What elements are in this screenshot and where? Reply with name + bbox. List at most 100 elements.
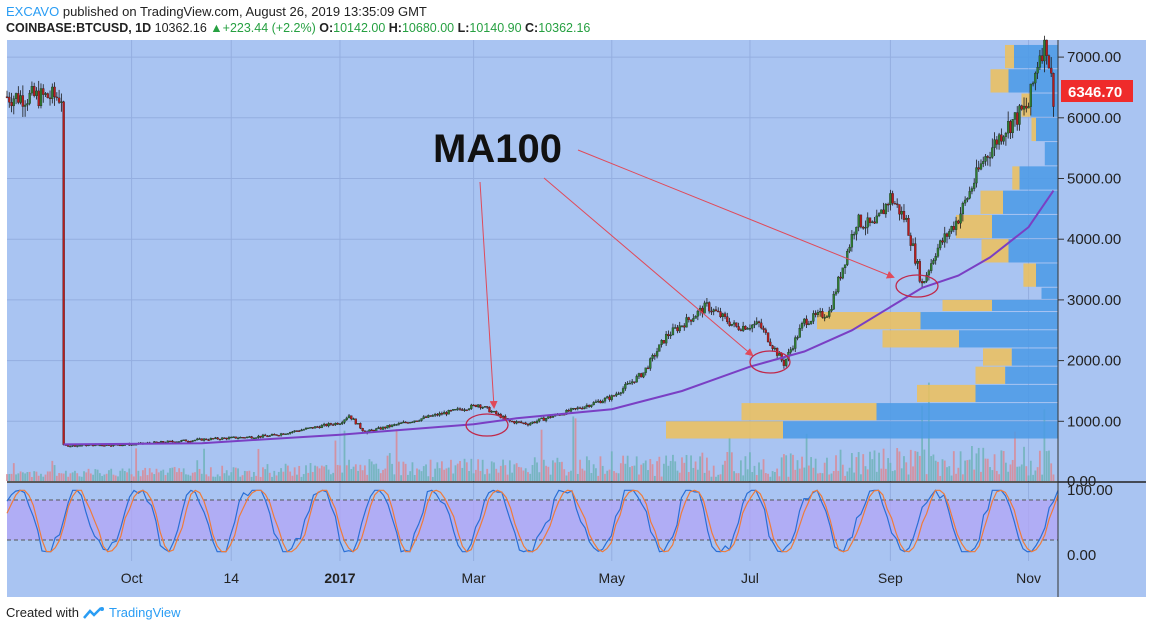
- volume-bar: [1007, 471, 1010, 481]
- volume-bar: [706, 457, 708, 481]
- volume-bar: [907, 474, 910, 481]
- candle-body: [871, 221, 874, 223]
- time-ticks: Oct 14 2017 Mar May Jul Sep Nov: [121, 570, 1041, 586]
- volume-bar: [386, 455, 389, 481]
- candle-body: [279, 433, 283, 436]
- volume-bar: [758, 462, 760, 481]
- candle-body: [223, 437, 226, 439]
- volume-bar: [282, 471, 285, 481]
- volume-bar: [533, 457, 536, 481]
- volume-bar: [431, 476, 434, 481]
- ma100-annotation[interactable]: MA100: [433, 127, 562, 171]
- candle-body: [46, 93, 49, 99]
- volume-bar: [126, 472, 128, 481]
- volume-bar: [973, 469, 976, 481]
- volume-bar: [31, 476, 33, 481]
- candle-body: [225, 437, 228, 440]
- candle-body: [578, 407, 582, 409]
- candle-body: [236, 437, 240, 440]
- volume-bar: [900, 468, 903, 481]
- candle-body: [751, 324, 754, 329]
- volume-bar: [1045, 451, 1048, 481]
- vp-bar-yellow: [980, 190, 1003, 214]
- volume-bar: [545, 465, 547, 481]
- volume-bar: [683, 462, 686, 481]
- candle-body: [422, 416, 425, 419]
- volume-bar: [96, 469, 99, 481]
- candle-body: [368, 429, 371, 432]
- candle-body: [411, 421, 414, 424]
- candle-body: [372, 429, 376, 432]
- volume-bar: [17, 473, 20, 481]
- volume-bar: [388, 453, 391, 481]
- candle-body: [8, 96, 11, 103]
- volume-bar: [875, 471, 878, 481]
- volume-bar: [499, 465, 502, 481]
- volume-bar: [440, 461, 443, 481]
- volume-bar: [78, 476, 81, 481]
- volume-bar: [878, 452, 880, 481]
- candle-body: [57, 97, 61, 103]
- volume-bar: [382, 469, 384, 481]
- symbol-name[interactable]: COINBASE:BTCUSD, 1D: [6, 21, 152, 35]
- candle-body: [970, 188, 974, 192]
- candle-body: [674, 327, 677, 329]
- tradingview-brand-link[interactable]: TradingView: [108, 605, 181, 620]
- candle-body: [449, 410, 453, 412]
- candle-body: [959, 213, 962, 224]
- vp-bar-yellow: [1023, 263, 1036, 287]
- price-axis[interactable]: [1058, 40, 1146, 597]
- vp-bar-blue: [975, 384, 1058, 403]
- volume-bar: [844, 475, 846, 481]
- volume-bar: [536, 462, 538, 481]
- volume-bar: [767, 473, 769, 481]
- volume-bar: [783, 454, 785, 481]
- volume-bar: [508, 460, 511, 481]
- volume-bar: [135, 448, 138, 481]
- candle-body: [807, 323, 810, 325]
- volume-bar: [80, 476, 83, 481]
- volume-bar: [6, 474, 8, 481]
- volume-bar: [87, 468, 90, 481]
- candle-body: [227, 437, 231, 440]
- candle-body: [184, 439, 188, 442]
- volume-bar: [832, 471, 835, 481]
- candle-body: [624, 384, 627, 389]
- candle-body: [60, 101, 63, 103]
- candle-body: [239, 437, 242, 439]
- candle-body: [660, 340, 663, 345]
- candle-body: [248, 436, 251, 438]
- candle-body: [823, 317, 826, 319]
- candle-body: [873, 221, 876, 224]
- volume-bar: [463, 458, 466, 481]
- candle-body: [495, 411, 498, 415]
- candle-body: [26, 103, 29, 106]
- candle-body: [30, 86, 34, 94]
- volume-bar: [749, 452, 751, 481]
- volume-bar: [60, 473, 63, 481]
- candle-body: [1029, 83, 1032, 107]
- candle-body: [966, 198, 969, 201]
- volume-bar: [1029, 460, 1032, 481]
- volume-bar: [148, 468, 151, 481]
- volume-bar: [203, 448, 205, 481]
- candle-body: [1016, 112, 1019, 125]
- candle-body: [221, 437, 224, 440]
- volume-bar: [155, 468, 158, 481]
- candle-body: [728, 321, 731, 326]
- volume-bar: [139, 476, 142, 481]
- time-axis[interactable]: [7, 561, 1058, 597]
- candle-body: [187, 441, 190, 443]
- candle-body: [957, 220, 960, 224]
- author-link[interactable]: EXCAVO: [6, 4, 60, 19]
- volume-bar: [49, 471, 51, 481]
- volume-bar: [884, 468, 887, 481]
- volume-bar: [633, 465, 636, 481]
- candle-body: [841, 267, 844, 279]
- candle-body: [62, 101, 65, 445]
- candle-body: [932, 260, 935, 264]
- vp-bar-yellow: [1005, 44, 1014, 69]
- candle-body: [837, 276, 840, 293]
- price-tick-label: 2000.00: [1067, 353, 1121, 370]
